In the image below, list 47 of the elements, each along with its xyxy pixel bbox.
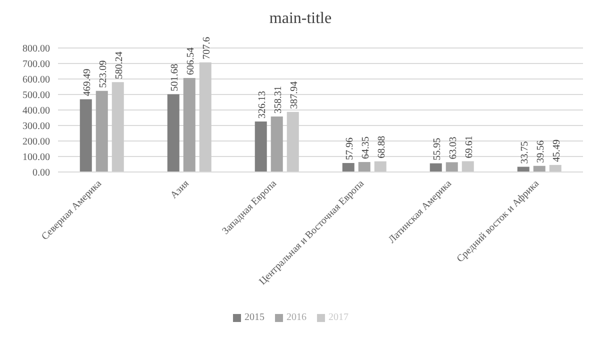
bar [374, 161, 386, 172]
bar [342, 163, 354, 172]
data-label: 326.13 [256, 90, 268, 118]
y-tick-label: 600.00 [22, 74, 50, 86]
data-label: 707.6 [201, 36, 212, 60]
data-label: 69.61 [464, 136, 475, 158]
bar [358, 162, 370, 172]
bar [167, 94, 180, 172]
bar [80, 99, 92, 172]
y-tick-label: 300.00 [22, 121, 50, 132]
data-label: 387.94 [288, 81, 300, 109]
y-tick-label: 500.00 [22, 90, 50, 102]
y-tick-label: 700.00 [22, 59, 50, 70]
y-tick-label: 200.00 [22, 136, 50, 148]
y-tick-label: 800.00 [22, 44, 50, 55]
data-label: 64.35 [360, 136, 372, 160]
data-label: 45.49 [551, 139, 562, 162]
bar [254, 121, 267, 172]
data-label: 501.68 [169, 64, 180, 92]
bar [549, 164, 562, 172]
bar [286, 112, 299, 172]
data-label: 33.75 [519, 141, 530, 164]
data-label: 606.54 [185, 47, 196, 75]
data-label: 580.24 [114, 52, 125, 80]
data-label: 55.95 [432, 138, 443, 160]
data-label: 358.31 [272, 86, 284, 114]
bar [183, 78, 196, 172]
bar [446, 162, 458, 172]
data-label: 68.88 [376, 136, 388, 158]
bar [430, 163, 442, 172]
data-label: 523.09 [98, 60, 109, 88]
y-tick-label: 100.00 [22, 152, 50, 164]
data-label: 63.03 [448, 136, 459, 160]
data-label: 39.56 [535, 140, 546, 163]
bar [199, 62, 212, 172]
y-tick-label: 400.00 [22, 106, 50, 117]
bar [96, 90, 108, 172]
y-tick-label: 0.00 [32, 168, 50, 179]
legend-label: 2016 [286, 312, 306, 323]
bar [270, 116, 283, 172]
bar [533, 166, 546, 172]
bar [112, 82, 124, 172]
data-label: 469.49 [82, 68, 93, 96]
data-label: 57.96 [344, 138, 356, 160]
chart-title: main-title [268, 10, 333, 28]
legend-label: 2015 [244, 312, 264, 323]
bar [462, 161, 474, 172]
